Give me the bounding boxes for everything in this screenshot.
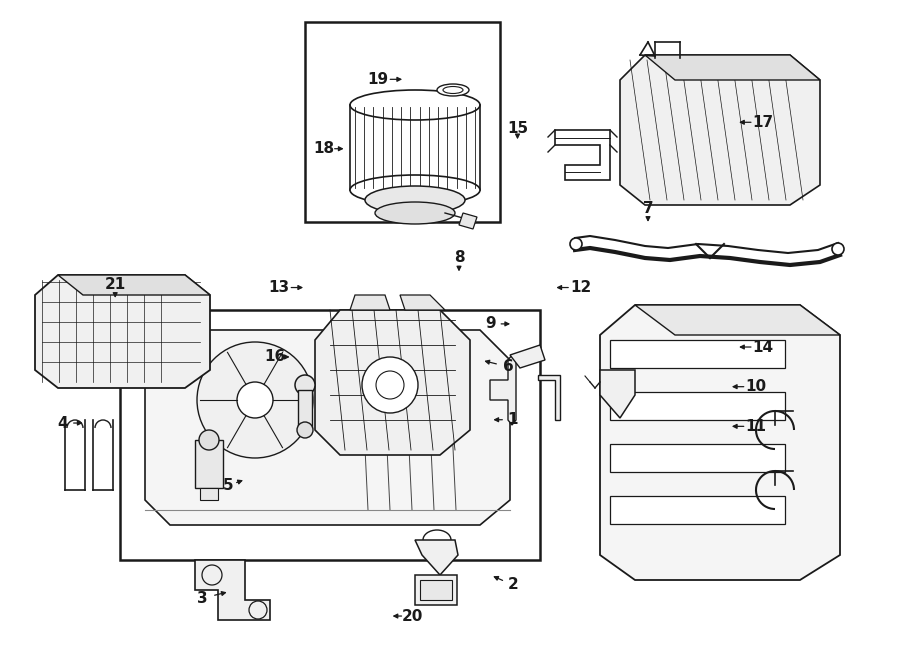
Text: 8: 8	[454, 251, 464, 265]
Circle shape	[199, 430, 219, 450]
Polygon shape	[415, 540, 458, 575]
Bar	[415, 575, 457, 605]
Ellipse shape	[350, 90, 480, 120]
Polygon shape	[510, 345, 545, 368]
Polygon shape	[645, 55, 820, 80]
Text: 9: 9	[485, 317, 496, 331]
Polygon shape	[600, 305, 840, 580]
Text: 7: 7	[643, 201, 653, 215]
Circle shape	[295, 375, 315, 395]
Bar	[120, 310, 540, 560]
Circle shape	[297, 422, 313, 438]
Polygon shape	[400, 295, 445, 310]
Text: 18: 18	[313, 141, 335, 156]
Polygon shape	[635, 305, 840, 335]
Text: 20: 20	[401, 609, 423, 623]
Polygon shape	[145, 330, 510, 525]
Polygon shape	[600, 370, 635, 418]
Text: 19: 19	[367, 72, 389, 87]
Polygon shape	[195, 560, 270, 620]
Bar	[195, 440, 223, 488]
Circle shape	[362, 357, 418, 413]
Bar	[610, 392, 785, 420]
Bar	[305, 22, 500, 222]
Text: 16: 16	[264, 350, 285, 364]
Text: 21: 21	[104, 277, 126, 292]
Polygon shape	[538, 375, 560, 420]
Circle shape	[197, 342, 313, 458]
Text: 15: 15	[507, 122, 528, 136]
Text: 6: 6	[503, 360, 514, 374]
Text: 14: 14	[752, 340, 774, 354]
Text: 11: 11	[745, 419, 767, 434]
Bar	[420, 580, 452, 600]
Polygon shape	[35, 275, 210, 388]
Polygon shape	[620, 55, 820, 205]
Bar	[610, 496, 785, 524]
Ellipse shape	[365, 186, 465, 214]
Text: 2: 2	[508, 578, 518, 592]
Text: 13: 13	[268, 280, 290, 295]
Polygon shape	[350, 295, 390, 310]
Ellipse shape	[437, 84, 469, 96]
Circle shape	[237, 382, 273, 418]
Text: 4: 4	[58, 416, 68, 430]
Text: 10: 10	[745, 379, 767, 394]
Text: 1: 1	[508, 412, 518, 427]
Text: 12: 12	[570, 280, 591, 295]
Ellipse shape	[375, 202, 455, 224]
Polygon shape	[58, 275, 210, 295]
Bar	[610, 340, 785, 368]
Circle shape	[832, 243, 844, 255]
Bar	[610, 444, 785, 472]
Circle shape	[570, 238, 582, 250]
Polygon shape	[459, 213, 477, 229]
Polygon shape	[315, 310, 470, 455]
Text: 3: 3	[197, 591, 208, 605]
Text: 5: 5	[222, 479, 233, 493]
Bar	[298, 390, 312, 428]
Bar	[200, 488, 218, 500]
Ellipse shape	[350, 175, 480, 205]
Polygon shape	[490, 355, 516, 425]
Text: 17: 17	[752, 115, 774, 130]
